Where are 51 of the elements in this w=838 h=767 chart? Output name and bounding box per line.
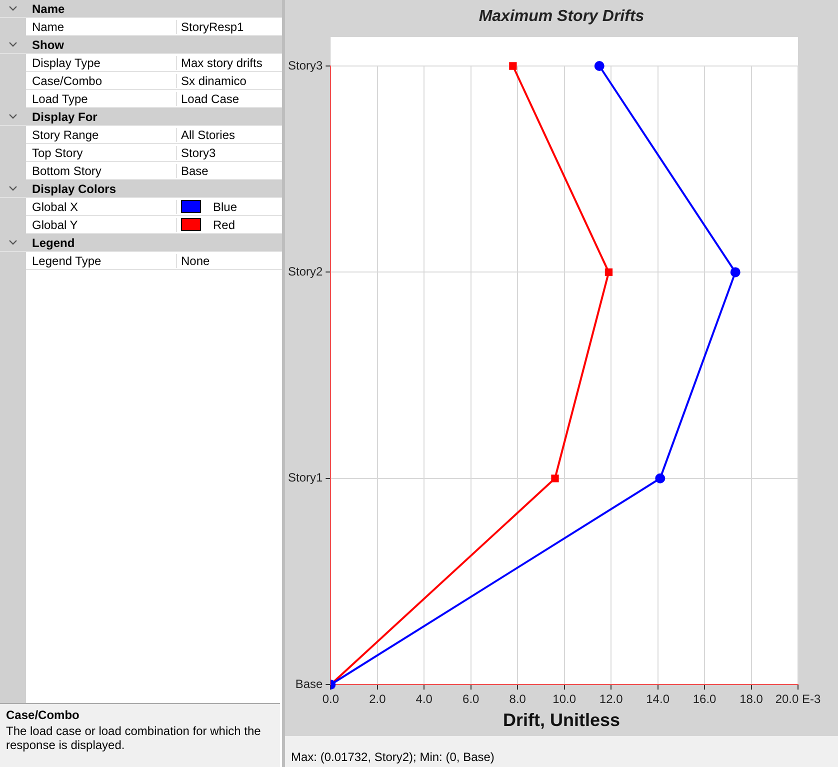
y-tick-label: Story1: [288, 470, 323, 485]
text: Load Case: [181, 92, 240, 106]
text: The load case or load combination for which the response is displayed.: [6, 724, 262, 752]
category-label: Top Story: [26, 146, 177, 160]
category-label: Bottom Story: [26, 164, 177, 178]
category-label: Global X: [26, 200, 177, 214]
x-tick-label: 10.0: [552, 692, 576, 706]
text: StoryResp1: [181, 20, 244, 34]
text: Max story drifts: [181, 56, 262, 70]
text: Sx dinamico: [181, 74, 246, 88]
category-label: Display Type: [26, 56, 177, 70]
category-label: Load Type: [26, 92, 177, 106]
x-axis-title: Drift, Unitless: [502, 710, 622, 731]
text: All Stories: [181, 128, 236, 142]
x-tick-label: 14.0: [646, 692, 670, 706]
text: Case/Combo: [6, 708, 80, 722]
category-label: Display For: [31, 110, 98, 124]
y-tick-label: Base: [295, 676, 323, 691]
x-tick-label: 4.0: [416, 692, 433, 706]
point: [730, 267, 740, 278]
point: [604, 268, 613, 276]
text: Blue: [213, 200, 238, 214]
text: Max: (0.01732, Story2); Min: (0, Base): [285, 736, 838, 767]
chart-title: Maximum Story Drifts: [478, 8, 646, 26]
point: [655, 473, 666, 484]
text: Red: [213, 218, 236, 232]
category-label: Name: [31, 2, 65, 16]
category-label: Name: [26, 20, 177, 34]
x-tick-label: 16.0: [692, 692, 717, 706]
category-label: Legend: [31, 236, 75, 250]
y-tick-label: Story3: [288, 58, 323, 72]
y-tick-label: Story2: [288, 264, 323, 279]
x-tick-label: 12.0: [599, 692, 624, 706]
category-label: Legend Type: [26, 254, 177, 268]
point: [594, 61, 604, 71]
text: Story3: [181, 146, 216, 160]
x-tick-label: 18.0: [740, 692, 764, 706]
category-label: Story Range: [26, 128, 177, 142]
point: [551, 474, 559, 482]
x-tick-label: 6.0: [462, 692, 480, 706]
category-label: Global Y: [26, 218, 177, 232]
point: [509, 62, 517, 70]
text: None: [181, 254, 210, 268]
category-label: Display Colors: [31, 182, 116, 196]
category-label: Show: [31, 38, 64, 52]
x-tick-label: 20.0 E-3: [775, 692, 821, 706]
x-tick-label: 8.0: [509, 692, 526, 706]
category-label: Case/Combo: [26, 74, 177, 88]
text: Base: [181, 164, 208, 178]
x-tick-label: 2.0: [369, 692, 386, 706]
x-tick-label: 0.0: [322, 692, 340, 706]
